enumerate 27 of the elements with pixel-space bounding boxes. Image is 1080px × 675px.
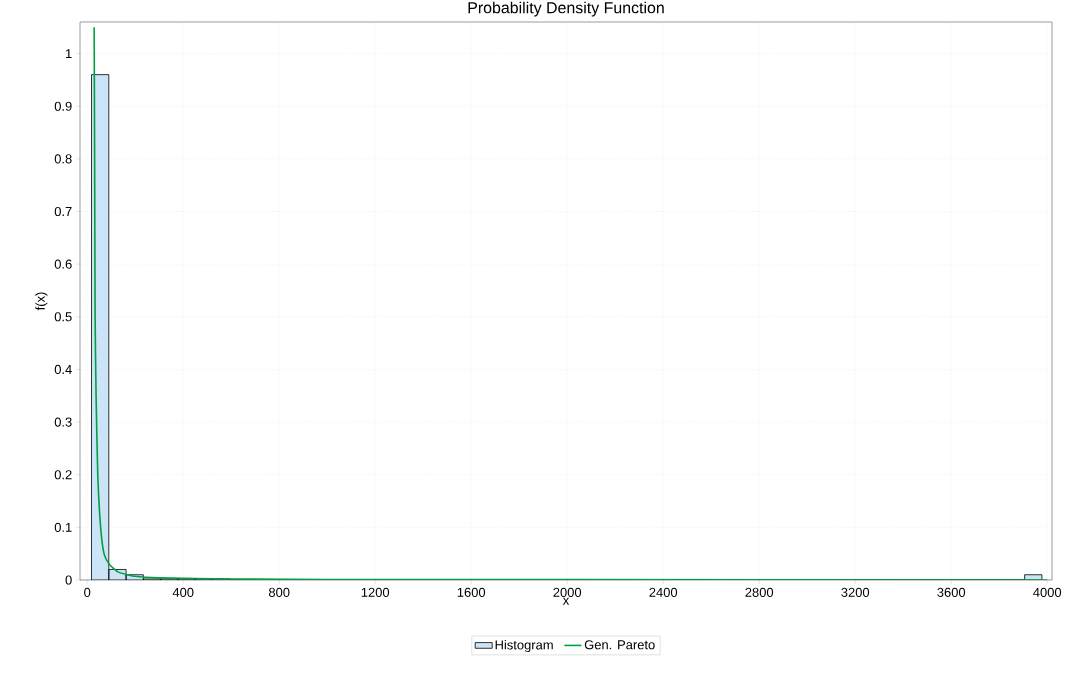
x-tick-label: 2800 (745, 587, 774, 597)
y-tick-label: 0.1 (54, 522, 72, 532)
x-tick-label: 1200 (361, 587, 390, 597)
x-tick-label: 400 (172, 587, 194, 597)
y-tick-label: 0.5 (54, 312, 72, 322)
legend-label: Histogram (495, 639, 553, 653)
y-axis-title: f(x) (35, 292, 48, 311)
y-tick-label: 0 (65, 575, 72, 585)
legend-label: Gen. Pareto (584, 640, 655, 650)
y-tick-label: 0.6 (54, 259, 72, 269)
y-tick-label: 0.3 (54, 417, 72, 427)
x-tick-label: 3200 (841, 587, 870, 597)
y-tick-label: 1 (66, 49, 72, 59)
chart-title: Probability Density Function (468, 1, 664, 17)
x-tick-label: 4000 (1033, 587, 1062, 597)
y-tick-label: 0.8 (54, 154, 72, 164)
x-tick-label: 2400 (649, 587, 678, 597)
x-tick-label: 800 (268, 587, 290, 597)
x-tick-label: 0 (84, 587, 91, 597)
y-tick-label: 0.2 (54, 470, 72, 480)
x-axis-title: x (562, 597, 570, 605)
y-tick-label: 0.4 (54, 364, 72, 375)
x-tick-label: 2000 (553, 587, 582, 597)
x-tick-label: 3600 (937, 587, 966, 597)
x-tick-label: 1600 (457, 587, 486, 597)
y-tick-label: 0.7 (54, 206, 72, 217)
y-tick-label: 0.9 (54, 101, 72, 111)
